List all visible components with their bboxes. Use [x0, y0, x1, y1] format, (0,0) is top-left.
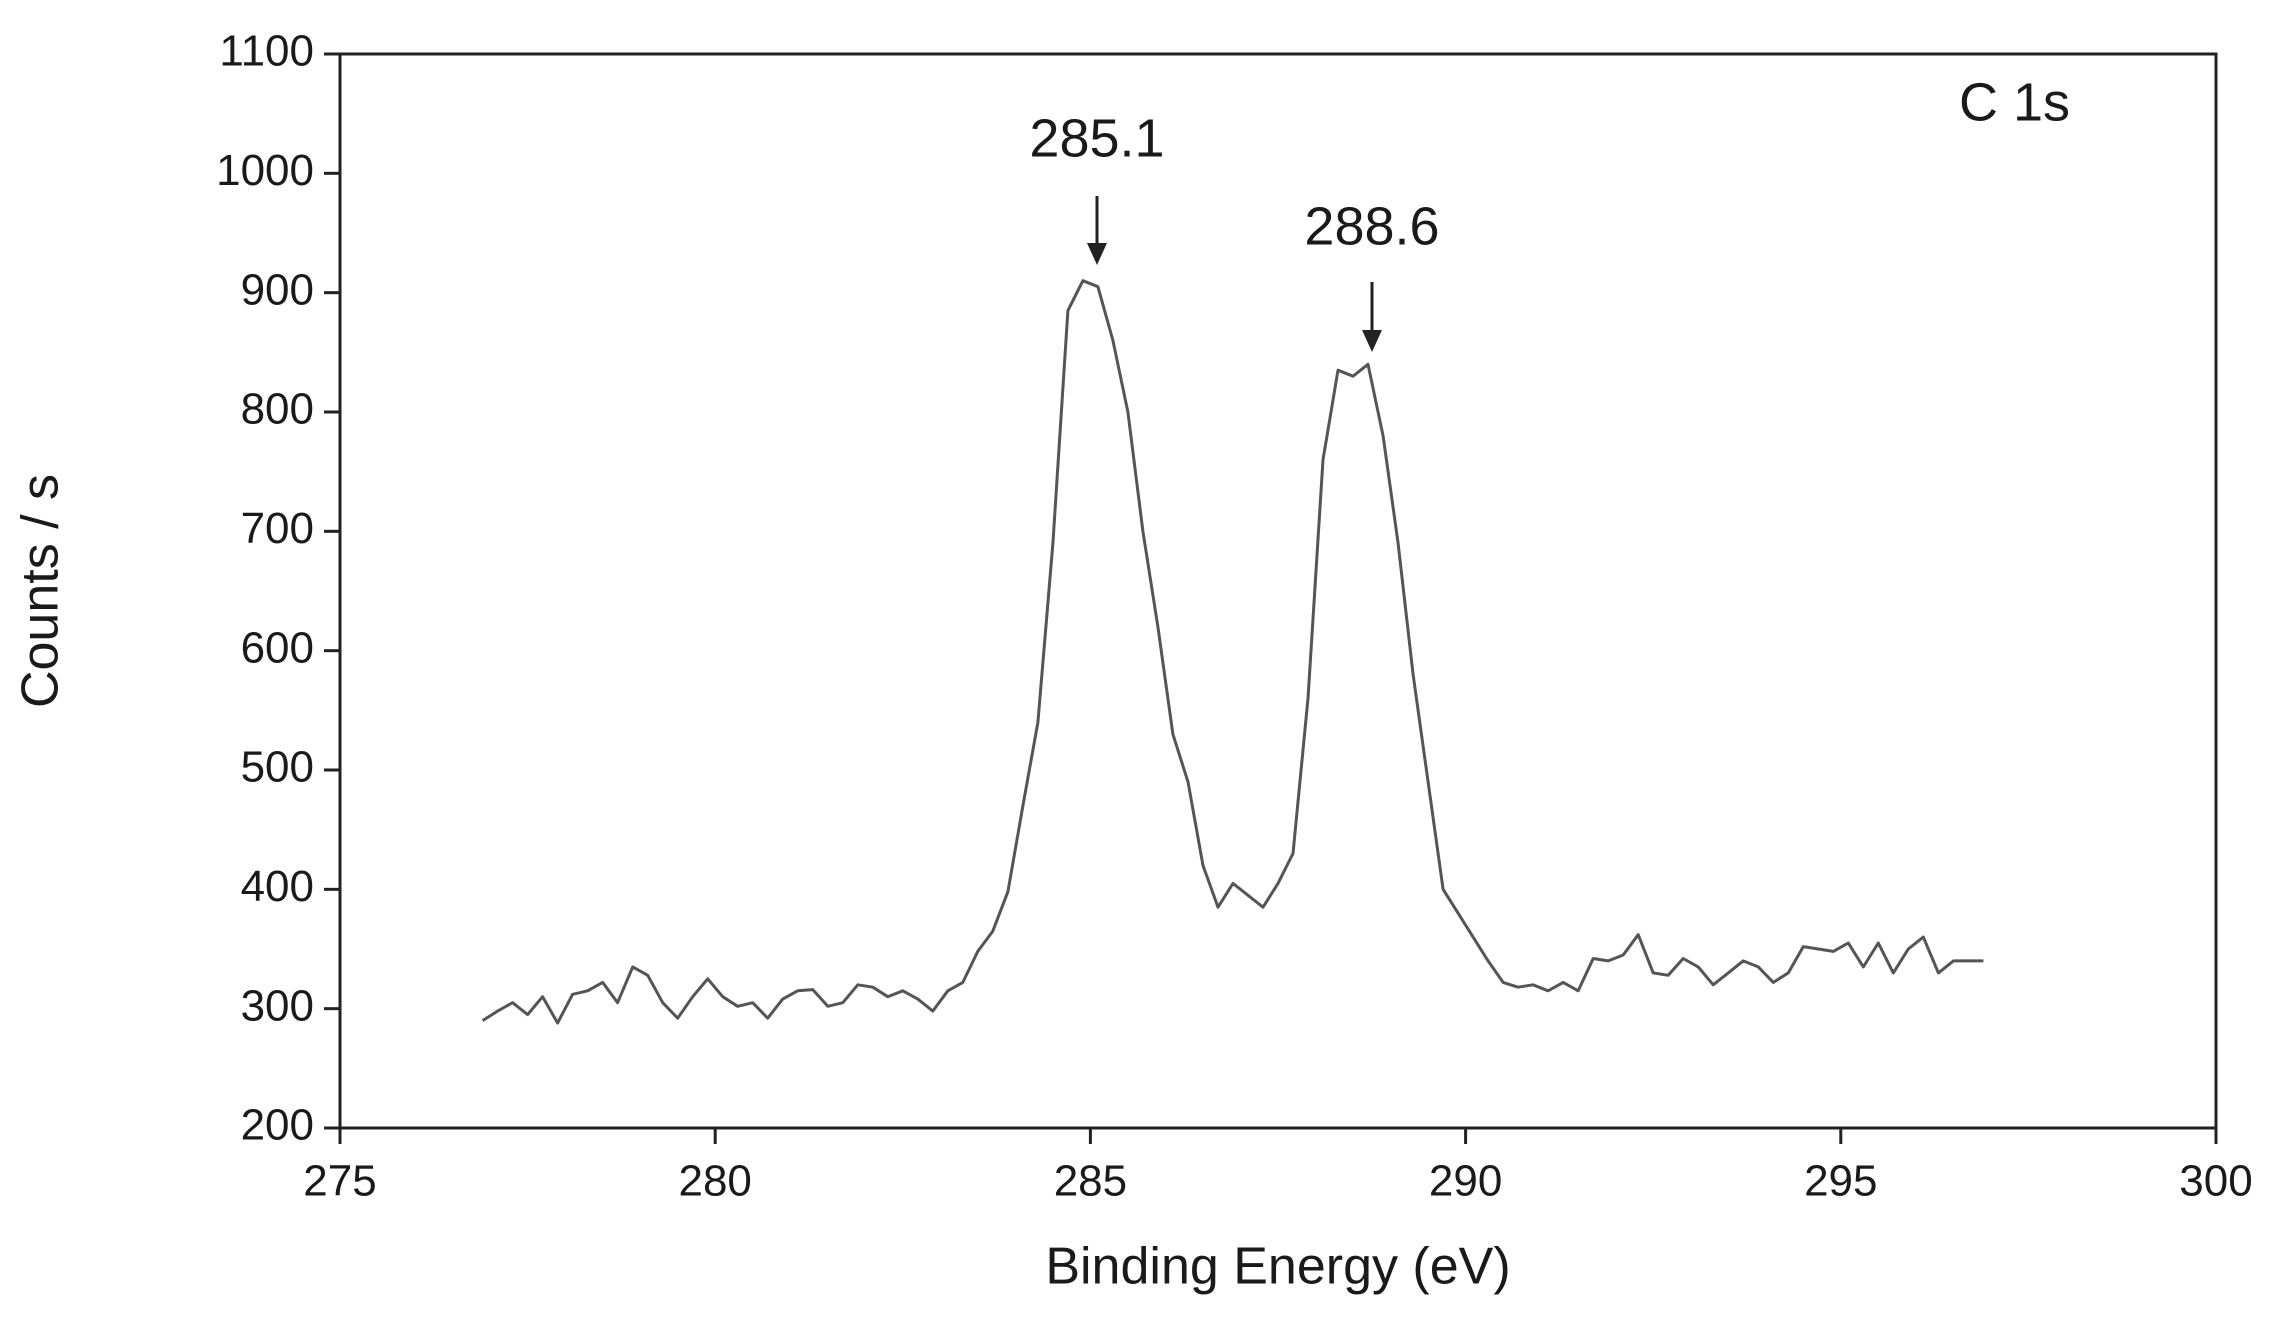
y-tick-label: 700: [241, 504, 314, 553]
panel-label: C 1s: [1959, 72, 2070, 132]
y-tick-label: 600: [241, 623, 314, 672]
y-tick-label: 1100: [219, 27, 314, 76]
x-tick-label: 300: [2179, 1157, 2252, 1206]
x-tick-label: 290: [1429, 1157, 1502, 1206]
y-tick-label: 200: [241, 1101, 314, 1150]
x-axis-label: Binding Energy (eV): [1045, 1238, 1510, 1296]
x-tick-label: 285: [1054, 1157, 1127, 1206]
annotation-arrowhead: [1362, 330, 1382, 352]
annotation-arrowhead: [1087, 243, 1107, 265]
plot-frame: [338, 52, 2218, 1130]
data-line: [481, 279, 1984, 1025]
x-tick-label: 280: [678, 1157, 751, 1206]
x-tick-label: 275: [303, 1157, 376, 1206]
peak-annotation: 288.6: [1304, 196, 1439, 256]
x-tick-label: 295: [1804, 1157, 1877, 1206]
y-axis-label: Counts / s: [12, 474, 70, 708]
y-tick-label: 800: [241, 385, 314, 434]
y-tick-label: 1000: [216, 146, 314, 195]
y-tick-label: 500: [241, 743, 314, 792]
y-tick-label: 300: [241, 981, 314, 1030]
y-tick-label: 400: [241, 862, 314, 911]
y-tick-label: 900: [241, 265, 314, 314]
peak-annotation: 285.1: [1029, 108, 1164, 168]
